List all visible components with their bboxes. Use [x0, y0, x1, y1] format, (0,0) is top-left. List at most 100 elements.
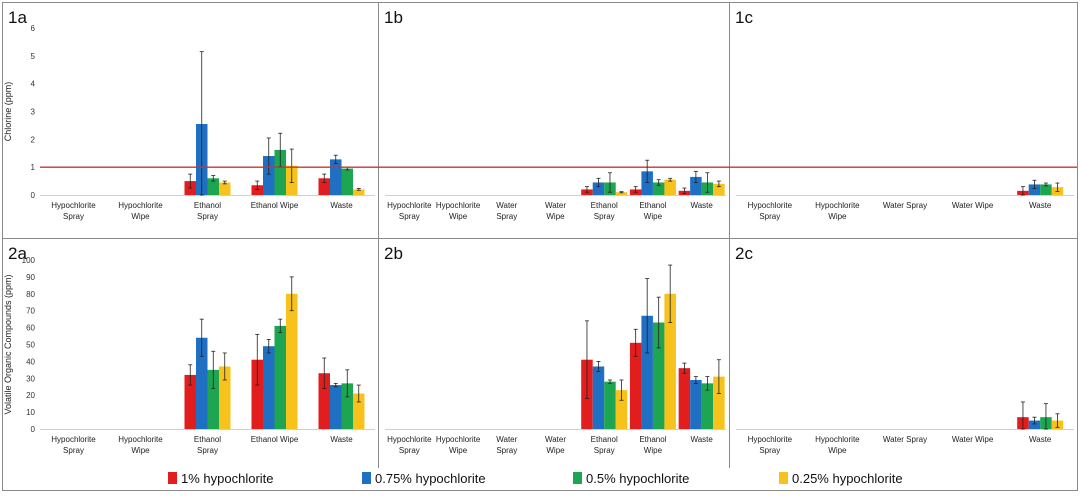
- category-label-line: Wipe: [131, 446, 150, 455]
- y-tick-label: 70: [26, 307, 35, 316]
- category-label-line: Spray: [496, 212, 517, 221]
- category-label-line: Spray: [759, 446, 780, 455]
- y-tick-label: 50: [26, 341, 35, 350]
- category-label-line: Spray: [496, 446, 517, 455]
- panel-label: 2a: [8, 244, 27, 263]
- bar-2b-2-5: [652, 322, 665, 429]
- legend: 1% hypochlorite 0.75% hypochlorite 0.5% hy…: [168, 471, 903, 486]
- bar-2a-3-3: [286, 293, 298, 429]
- bar-1a-3-2: [219, 182, 231, 195]
- category-label-line: Ethanol: [194, 435, 221, 444]
- category-label-line: Wipe: [131, 212, 150, 221]
- y-tick-label: 5: [31, 52, 36, 61]
- category-label-line: Wipe: [644, 212, 663, 221]
- category-label-line: Waste: [330, 201, 353, 210]
- bar-1c-2-4: [1040, 184, 1052, 195]
- category-label: Ethanol Wipe: [639, 435, 666, 455]
- category-label: Water Wipe: [545, 201, 566, 221]
- category-label-line: Spray: [197, 212, 218, 221]
- category-label-line: Wipe: [828, 212, 847, 221]
- category-label: Water Spray: [496, 435, 517, 455]
- category-label-line: Ethanol: [194, 201, 221, 210]
- legend-swatch: [168, 472, 177, 484]
- bar-2b-3-6: [713, 376, 725, 429]
- bar-2b-3-5: [664, 293, 676, 429]
- category-label-line: Spray: [399, 446, 420, 455]
- category-label: Hypochlorite Spray: [387, 201, 432, 221]
- category-label-line: Hypochlorite: [748, 435, 793, 444]
- panel-label: 1c: [735, 8, 753, 27]
- bar-2a-1-2: [196, 337, 208, 429]
- bar-1a-0-4: [318, 178, 330, 195]
- category-label: Water Wipe: [952, 435, 994, 444]
- bar-1a-1-4: [330, 159, 342, 195]
- bar-2a-3-2: [219, 366, 231, 429]
- y-tick-label: 4: [31, 80, 36, 89]
- category-label-line: Waste: [330, 435, 353, 444]
- category-label-line: Hypochlorite: [118, 201, 163, 210]
- bar-2a-2-4: [341, 383, 353, 429]
- bar-2a-3-4: [353, 393, 365, 429]
- bar-1b-2-5: [652, 182, 665, 195]
- y-tick-label: 40: [26, 357, 35, 366]
- bar-1a-1-3: [263, 156, 275, 195]
- bar-2a-2-3: [274, 325, 286, 429]
- category-label: Hypochlorite Wipe: [815, 435, 860, 455]
- chart-panel-2c: 2c Hypochlorite Spray Hypochlorite Wipe Water…: [735, 244, 1074, 455]
- y-tick-label: 100: [22, 256, 36, 265]
- bar-2b-2-6: [701, 383, 714, 429]
- chart-panel-1a: 1a 0 1 2 3 4 5 6 Chlorine (ppm) Hypochlorite Spray…: [3, 8, 375, 221]
- category-label: Water Spray: [496, 201, 517, 221]
- category-label-line: Ethanol Wipe: [251, 435, 299, 444]
- y-tick-label: 6: [31, 24, 36, 33]
- category-label-line: Ethanol Wipe: [251, 201, 299, 210]
- y-tick-label: 30: [26, 374, 35, 383]
- category-label-line: Ethanol: [639, 201, 666, 210]
- category-label: Ethanol Wipe: [639, 201, 666, 221]
- category-label-line: Water: [545, 201, 566, 210]
- category-label-line: Spray: [63, 212, 84, 221]
- y-tick-label: 10: [26, 408, 35, 417]
- category-label: Water Wipe: [952, 201, 994, 210]
- bar-1a-2-2: [207, 178, 219, 195]
- y-tick-label: 2: [31, 135, 36, 144]
- category-label-line: Hypochlorite: [51, 435, 96, 444]
- y-tick-label: 0: [31, 425, 36, 434]
- category-label: Hypochlorite Spray: [387, 435, 432, 455]
- bar-2c-1-4: [1028, 420, 1041, 429]
- category-label-line: Hypochlorite: [387, 435, 432, 444]
- category-label: Waste: [330, 435, 353, 444]
- category-label: Hypochlorite Wipe: [118, 201, 163, 221]
- category-label: Hypochlorite Wipe: [436, 201, 481, 221]
- bar-1b-3-4: [615, 192, 628, 195]
- category-label-line: Water: [545, 435, 566, 444]
- y-axis-label: Chlorine (ppm): [3, 82, 13, 142]
- category-label-line: Water: [496, 201, 517, 210]
- bar-2b-1-4: [592, 366, 605, 429]
- bar-1a-3-4: [353, 189, 365, 195]
- category-label-line: Water: [496, 435, 517, 444]
- category-label: Water Spray: [883, 201, 927, 210]
- category-label-line: Hypochlorite: [436, 435, 481, 444]
- category-label: Hypochlorite Spray: [748, 201, 793, 221]
- category-label: Waste: [690, 201, 713, 210]
- category-label-line: Wipe: [546, 446, 565, 455]
- y-tick-label: 60: [26, 324, 35, 333]
- category-label-line: Hypochlorite: [51, 201, 96, 210]
- panel-label: 1a: [8, 8, 27, 27]
- category-label: Ethanol Wipe: [251, 201, 299, 210]
- category-label-line: Spray: [197, 446, 218, 455]
- bar-1b-1-4: [592, 182, 605, 195]
- bar-1b-1-5: [641, 171, 653, 195]
- y-axis-label: Volatile Organic Compounds (ppm): [3, 274, 13, 414]
- legend-swatch: [573, 472, 582, 484]
- category-label-line: Spray: [759, 212, 780, 221]
- category-label-line: Waste: [1029, 201, 1052, 210]
- legend-swatch: [779, 472, 788, 484]
- category-label: Ethanol Wipe: [251, 435, 299, 444]
- category-label-line: Hypochlorite: [815, 435, 860, 444]
- bar-1b-3-6: [713, 183, 725, 195]
- category-label-line: Hypochlorite: [815, 201, 860, 210]
- bar-2b-2-4: [604, 381, 616, 429]
